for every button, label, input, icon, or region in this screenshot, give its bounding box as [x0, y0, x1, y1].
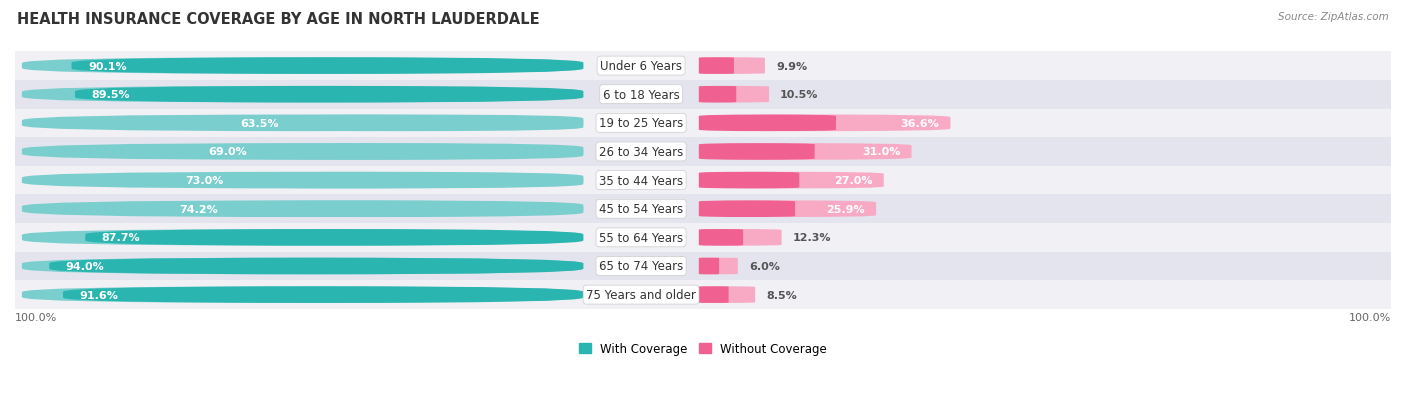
FancyBboxPatch shape [699, 230, 782, 246]
FancyBboxPatch shape [86, 230, 583, 246]
FancyBboxPatch shape [699, 287, 755, 303]
Text: 90.1%: 90.1% [89, 62, 127, 71]
Legend: With Coverage, Without Coverage: With Coverage, Without Coverage [574, 337, 832, 360]
FancyBboxPatch shape [15, 138, 1391, 166]
Text: 9.9%: 9.9% [776, 62, 807, 71]
FancyBboxPatch shape [22, 115, 583, 132]
FancyBboxPatch shape [15, 195, 1391, 223]
Text: Under 6 Years: Under 6 Years [600, 60, 682, 73]
FancyBboxPatch shape [15, 81, 1391, 109]
Text: 12.3%: 12.3% [793, 233, 831, 243]
FancyBboxPatch shape [22, 258, 583, 275]
FancyBboxPatch shape [699, 258, 738, 275]
FancyBboxPatch shape [15, 252, 1391, 280]
FancyBboxPatch shape [169, 172, 583, 189]
Text: 45 to 54 Years: 45 to 54 Years [599, 203, 683, 216]
Text: 63.5%: 63.5% [240, 119, 278, 128]
Text: 27.0%: 27.0% [834, 176, 873, 186]
Text: 73.0%: 73.0% [186, 176, 224, 186]
FancyBboxPatch shape [72, 58, 583, 75]
Text: 36.6%: 36.6% [901, 119, 939, 128]
Text: HEALTH INSURANCE COVERAGE BY AGE IN NORTH LAUDERDALE: HEALTH INSURANCE COVERAGE BY AGE IN NORT… [17, 12, 540, 27]
Text: 65 to 74 Years: 65 to 74 Years [599, 260, 683, 273]
FancyBboxPatch shape [15, 52, 1391, 81]
Text: 100.0%: 100.0% [1348, 312, 1391, 322]
FancyBboxPatch shape [162, 201, 583, 218]
Text: 100.0%: 100.0% [15, 312, 58, 322]
Text: 35 to 44 Years: 35 to 44 Years [599, 174, 683, 187]
FancyBboxPatch shape [699, 144, 911, 160]
Text: Source: ZipAtlas.com: Source: ZipAtlas.com [1278, 12, 1389, 22]
Text: 8.5%: 8.5% [766, 290, 797, 300]
FancyBboxPatch shape [22, 230, 583, 246]
FancyBboxPatch shape [699, 144, 814, 160]
FancyBboxPatch shape [699, 115, 837, 132]
FancyBboxPatch shape [75, 87, 583, 103]
Text: 19 to 25 Years: 19 to 25 Years [599, 117, 683, 130]
FancyBboxPatch shape [15, 223, 1391, 252]
FancyBboxPatch shape [699, 87, 769, 103]
Text: 91.6%: 91.6% [80, 290, 118, 300]
FancyBboxPatch shape [699, 172, 799, 189]
FancyBboxPatch shape [22, 201, 583, 218]
Text: 94.0%: 94.0% [66, 261, 104, 271]
Text: 6 to 18 Years: 6 to 18 Years [603, 88, 679, 102]
FancyBboxPatch shape [63, 287, 583, 303]
FancyBboxPatch shape [699, 230, 744, 246]
Text: 74.2%: 74.2% [179, 204, 218, 214]
FancyBboxPatch shape [699, 201, 796, 218]
Text: 31.0%: 31.0% [862, 147, 900, 157]
FancyBboxPatch shape [699, 115, 950, 132]
FancyBboxPatch shape [15, 166, 1391, 195]
FancyBboxPatch shape [699, 287, 728, 303]
FancyBboxPatch shape [15, 109, 1391, 138]
FancyBboxPatch shape [193, 144, 583, 160]
Text: 89.5%: 89.5% [91, 90, 131, 100]
FancyBboxPatch shape [699, 201, 876, 218]
FancyBboxPatch shape [22, 87, 583, 103]
FancyBboxPatch shape [699, 172, 884, 189]
FancyBboxPatch shape [22, 58, 583, 75]
FancyBboxPatch shape [699, 58, 734, 75]
FancyBboxPatch shape [699, 258, 718, 275]
FancyBboxPatch shape [699, 58, 765, 75]
Text: 75 Years and older: 75 Years and older [586, 288, 696, 301]
FancyBboxPatch shape [22, 172, 583, 189]
FancyBboxPatch shape [15, 280, 1391, 309]
Text: 26 to 34 Years: 26 to 34 Years [599, 146, 683, 159]
Text: 55 to 64 Years: 55 to 64 Years [599, 231, 683, 244]
Text: 87.7%: 87.7% [101, 233, 141, 243]
FancyBboxPatch shape [49, 258, 583, 275]
Text: 10.5%: 10.5% [780, 90, 818, 100]
Text: 6.0%: 6.0% [749, 261, 780, 271]
FancyBboxPatch shape [22, 144, 583, 160]
FancyBboxPatch shape [22, 287, 583, 303]
FancyBboxPatch shape [224, 115, 583, 132]
Text: 25.9%: 25.9% [827, 204, 865, 214]
Text: 69.0%: 69.0% [208, 147, 247, 157]
FancyBboxPatch shape [699, 87, 737, 103]
